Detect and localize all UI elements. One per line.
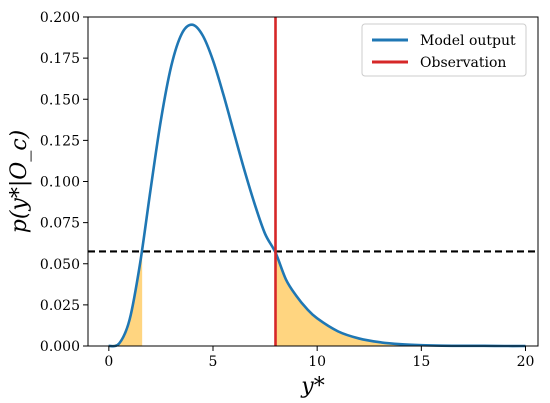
y-tick-label: 0.050 [40, 257, 80, 273]
y-tick-label: 0.000 [40, 339, 80, 355]
y-axis-label: p(y*|O_c) [7, 130, 32, 233]
series-lines [108, 23, 526, 348]
y-tick-label: 0.200 [40, 10, 80, 26]
shaded-region-1 [275, 252, 526, 346]
y-tick-label: 0.025 [40, 298, 80, 314]
x-tick-label: 20 [517, 354, 535, 370]
y-tick-label: 0.150 [40, 92, 80, 108]
legend: Model output Observation [361, 23, 527, 77]
y-tick-label: 0.075 [40, 216, 80, 232]
series-line-model-output [108, 23, 526, 348]
legend-label-model-output: Model output [420, 33, 516, 49]
x-tick-label: 5 [209, 354, 218, 370]
x-tick-label: 10 [308, 354, 326, 370]
y-axis-ticks: 0.000 0.025 0.050 0.075 0.100 0.125 0.150 0.175… [40, 10, 88, 355]
x-axis-ticks: 0 5 10 15 20 [104, 346, 534, 370]
shaded-region-0 [108, 248, 143, 346]
legend-label-observation: Observation [420, 55, 506, 71]
x-axis-label: y* [300, 374, 324, 399]
y-tick-label: 0.175 [40, 51, 80, 67]
shaded-regions [108, 248, 526, 346]
x-tick-label: 0 [104, 354, 113, 370]
x-tick-label: 15 [412, 354, 430, 370]
y-tick-label: 0.125 [40, 133, 80, 149]
y-tick-label: 0.100 [40, 175, 80, 191]
